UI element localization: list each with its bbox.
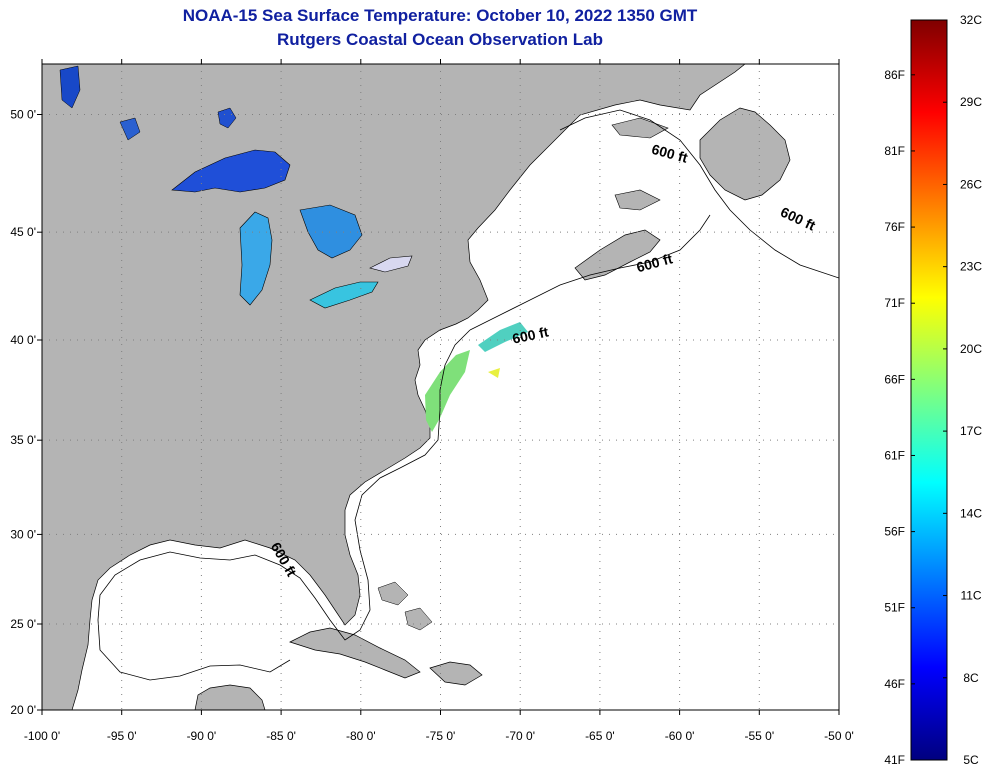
lat-tick-label: 30 0' <box>10 527 36 541</box>
lake-ontario <box>369 255 413 273</box>
land-cuba <box>289 627 421 679</box>
lon-tick-label: -55 0' <box>744 729 774 743</box>
lon-tick-label: -100 0' <box>24 729 60 743</box>
lon-tick-label: -90 0' <box>187 729 217 743</box>
celsius-label: 20C <box>960 342 982 356</box>
lake-nipigon <box>217 107 237 129</box>
land-bahamas <box>377 581 409 606</box>
lake-superior <box>171 149 291 193</box>
map-title: NOAA-15 Sea Surface Temperature: October… <box>182 6 698 25</box>
lat-tick-label: 20 0' <box>10 703 36 717</box>
celsius-label: 14C <box>960 506 982 520</box>
lat-tick-label: 40 0' <box>10 333 36 347</box>
lon-tick-label: -60 0' <box>665 729 695 743</box>
map-grid <box>42 64 839 710</box>
land-yucatan <box>194 684 266 710</box>
land-north-america <box>42 64 746 710</box>
land-nova-scotia <box>574 229 661 281</box>
celsius-label: 26C <box>960 177 982 191</box>
lon-tick-label: -75 0' <box>426 729 456 743</box>
celsius-label: 8C <box>963 671 979 685</box>
lon-tick-label: -50 0' <box>824 729 854 743</box>
lon-tick-label: -80 0' <box>346 729 376 743</box>
longitude-axis: -100 0' -95 0' -90 0' -85 0' -80 0' -75 0' -70… <box>24 59 854 743</box>
lat-tick-label: 35 0' <box>10 433 36 447</box>
depth-contours <box>97 109 839 681</box>
celsius-label: 32C <box>960 13 982 27</box>
land-bahamas <box>404 607 433 631</box>
contour-label: 600 ft <box>511 323 550 346</box>
land-island <box>614 189 661 211</box>
celsius-label: 11C <box>960 589 981 603</box>
celsius-label: 17C <box>960 424 982 438</box>
celsius-label: 23C <box>960 260 982 274</box>
sst-coastal-swath <box>425 350 470 432</box>
map-subtitle: Rutgers Coastal Ocean Observation Lab <box>277 30 603 49</box>
lon-tick-label: -70 0' <box>505 729 535 743</box>
lat-tick-label: 50 0' <box>10 107 36 121</box>
lake-small <box>119 117 141 141</box>
lake-winnipeg <box>59 65 81 109</box>
land-newfoundland <box>699 107 791 201</box>
lon-tick-label: -95 0' <box>107 729 137 743</box>
celsius-label: 29C <box>960 95 982 109</box>
lake-huron <box>299 204 363 259</box>
land-hispaniola <box>429 661 483 686</box>
color-bar-scale <box>910 19 948 761</box>
lon-tick-label: -65 0' <box>585 729 615 743</box>
sst-coastal-swath <box>488 368 500 378</box>
lat-tick-label: 45 0' <box>10 225 36 239</box>
sst-coastal-swath <box>478 322 528 352</box>
lon-tick-label: -85 0' <box>266 729 296 743</box>
lake-michigan <box>239 211 273 306</box>
celsius-label: 5C <box>963 753 979 767</box>
latitude-axis: 20 0' 25 0' 30 0' 35 0' 40 0' 45 0' 50 0' <box>10 107 42 717</box>
lat-tick-label: 25 0' <box>10 617 36 631</box>
